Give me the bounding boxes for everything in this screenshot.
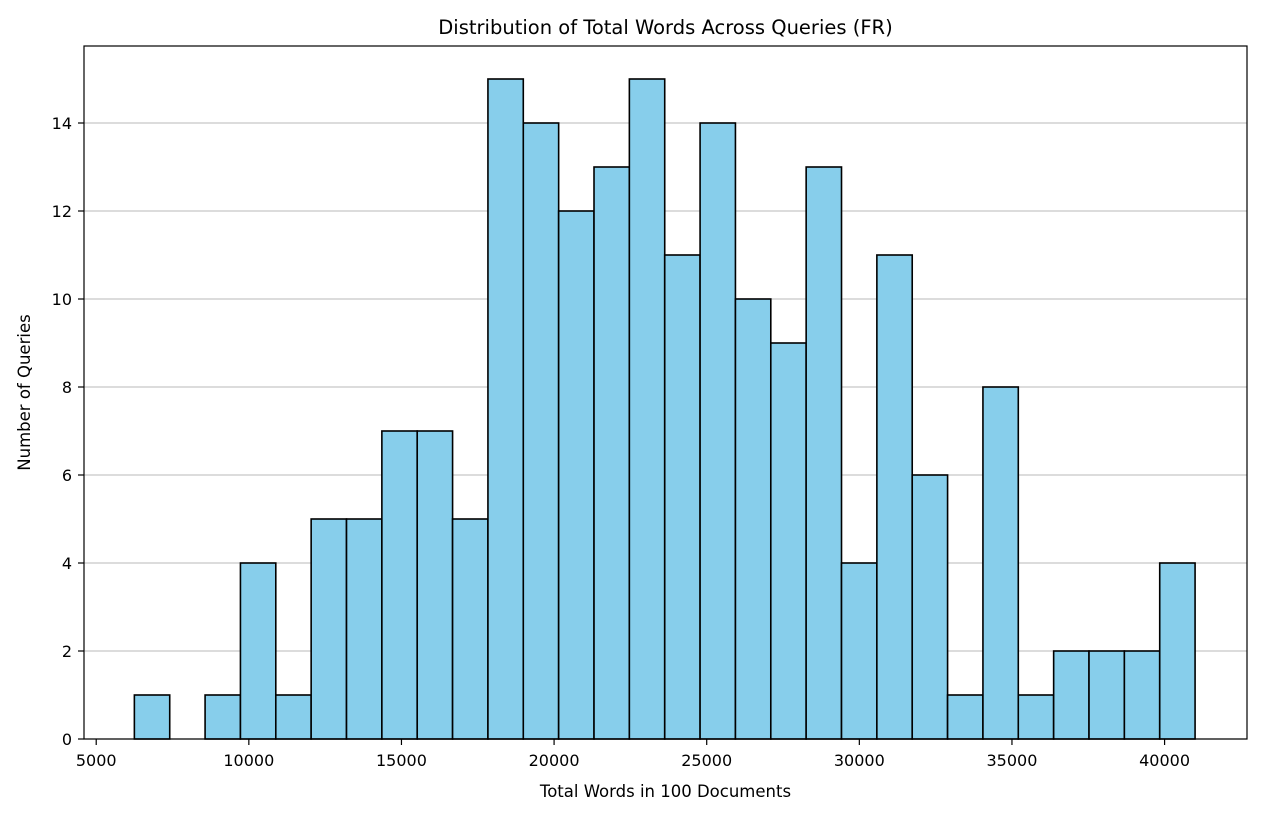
x-tick-label: 40000 [1139,751,1190,770]
histogram-bar [451,518,489,740]
plot-frame [83,45,1248,740]
x-tick-label: 30000 [834,751,885,770]
histogram-bar [522,122,560,740]
histogram-bar [204,694,242,740]
x-tick-label: 20000 [529,751,580,770]
y-tick-label: 10 [52,290,72,309]
histogram-bar [734,298,772,740]
histogram-bar [1052,650,1090,740]
histogram-bar [239,562,277,740]
x-tick-label: 15000 [376,751,427,770]
histogram-bar [133,694,171,740]
histogram-bar [345,518,383,740]
y-tick-label: 12 [52,202,72,221]
histogram-bar [416,430,454,740]
histogram-bar [628,78,666,740]
histogram-bars [133,78,1196,740]
histogram-bar [946,694,984,740]
histogram-bar [663,254,701,740]
y-tick-label: 4 [62,554,72,573]
histogram-bar [310,518,348,740]
histogram-bar [593,166,631,740]
y-tick-label: 8 [62,378,72,397]
histogram-bar [876,254,914,740]
histogram-bar [805,166,843,740]
x-tick-label: 25000 [681,751,732,770]
y-tick-label: 0 [62,730,72,749]
x-tick-label: 5000 [76,751,117,770]
histogram-bar [769,342,807,740]
x-axis-ticks: 5000 10000 15000 20000 25000 30000 35000 40000 [76,739,1190,770]
histogram-bar [557,210,595,740]
histogram-bar [1158,562,1196,740]
histogram-bar [699,122,737,740]
y-tick-label: 2 [62,642,72,661]
histogram-bar [381,430,419,740]
y-axis-ticks: 0 2 4 6 8 10 12 14 [52,114,84,749]
histogram-bar [274,694,312,740]
histogram-bar [1017,694,1055,740]
histogram-bar [982,386,1020,740]
x-tick-label: 35000 [987,751,1038,770]
x-tick-label: 10000 [223,751,274,770]
histogram-bar [487,78,525,740]
x-axis-label: Total Words in 100 Documents [539,782,791,801]
histogram-bar [840,562,878,740]
y-axis-label: Number of Queries [15,314,34,470]
chart-title: Distribution of Total Words Across Queri… [438,16,892,39]
y-tick-label: 14 [52,114,72,133]
y-tick-label: 6 [62,466,72,485]
histogram-bar [1123,650,1161,740]
histogram-bar [1088,650,1126,740]
histogram-bar [911,474,949,740]
